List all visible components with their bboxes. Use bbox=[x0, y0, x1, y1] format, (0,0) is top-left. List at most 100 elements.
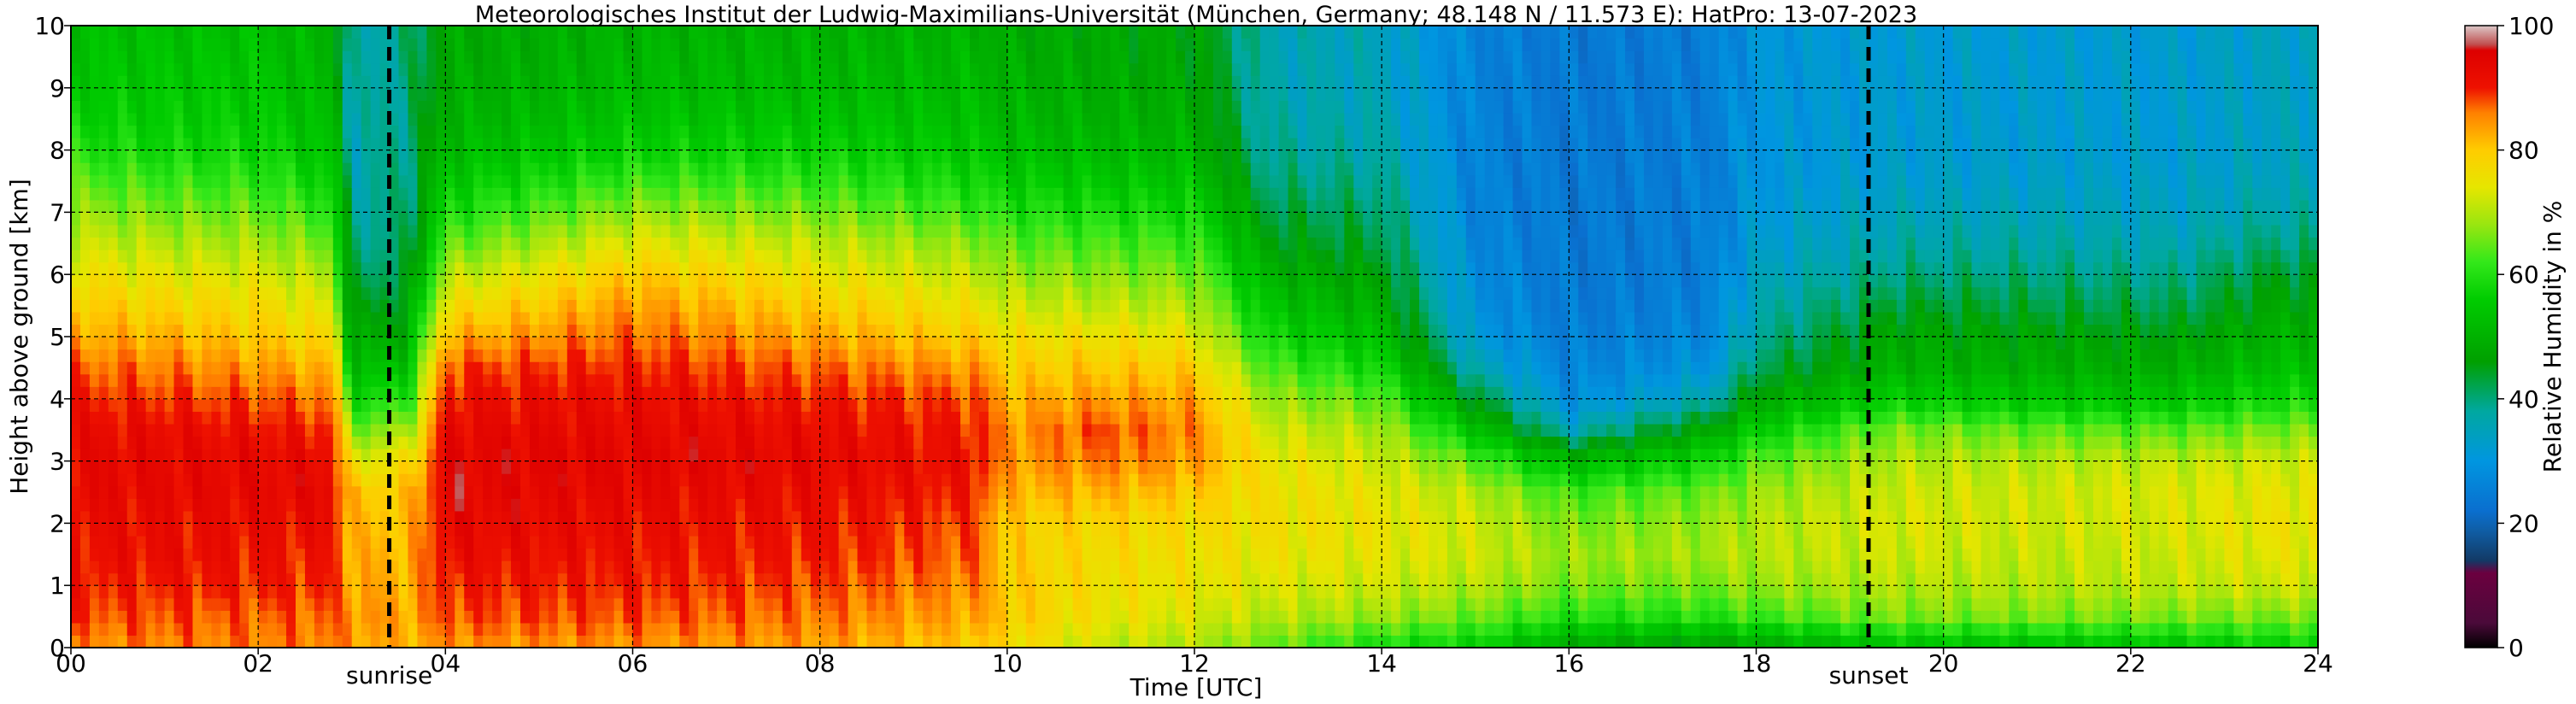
heatmap-cell bbox=[773, 150, 783, 163]
heatmap-cell bbox=[885, 473, 895, 486]
heatmap-cell bbox=[305, 411, 315, 424]
heatmap-cell bbox=[483, 113, 493, 126]
heatmap-cell bbox=[717, 125, 727, 138]
heatmap-cell bbox=[408, 100, 419, 113]
heatmap-cell bbox=[492, 299, 502, 312]
heatmap-cell bbox=[371, 486, 381, 499]
heatmap-cell bbox=[324, 436, 334, 449]
heatmap-cell bbox=[539, 150, 549, 163]
heatmap-cell bbox=[352, 187, 362, 200]
heatmap-cell bbox=[642, 424, 652, 437]
heatmap-cell bbox=[577, 424, 587, 437]
heatmap-cell bbox=[979, 324, 989, 337]
heatmap-cell bbox=[399, 523, 409, 536]
heatmap-cell bbox=[511, 225, 521, 238]
heatmap-cell bbox=[866, 324, 877, 337]
heatmap-cell bbox=[876, 585, 886, 598]
heatmap-cell bbox=[520, 598, 531, 611]
heatmap-cell bbox=[549, 162, 559, 175]
heatmap-cell bbox=[520, 312, 531, 325]
heatmap-cell bbox=[286, 312, 296, 325]
heatmap-cell bbox=[361, 486, 372, 499]
heatmap-cell bbox=[586, 249, 596, 262]
heatmap-cell bbox=[520, 635, 531, 648]
heatmap-cell bbox=[839, 560, 849, 573]
heatmap-cell bbox=[830, 324, 840, 337]
heatmap-cell bbox=[436, 175, 446, 188]
heatmap-cell bbox=[483, 523, 493, 536]
heatmap-cell bbox=[960, 337, 971, 349]
heatmap-cell bbox=[754, 26, 765, 38]
heatmap-cell bbox=[286, 187, 296, 200]
heatmap-cell bbox=[783, 511, 793, 524]
heatmap-cell bbox=[324, 411, 334, 424]
heatmap-cell bbox=[184, 75, 194, 88]
heatmap-cell bbox=[707, 424, 718, 437]
heatmap-cell bbox=[792, 361, 802, 374]
heatmap-cell bbox=[473, 138, 484, 150]
heatmap-cell bbox=[426, 610, 437, 623]
heatmap-cell bbox=[642, 238, 652, 250]
heatmap-cell bbox=[633, 536, 643, 549]
heatmap-cell bbox=[624, 411, 634, 424]
heatmap-cell bbox=[445, 573, 455, 586]
heatmap-cell bbox=[998, 312, 1008, 325]
heatmap-cell bbox=[783, 461, 793, 474]
heatmap-cell bbox=[539, 299, 549, 312]
heatmap-cell bbox=[286, 274, 296, 287]
heatmap-cell bbox=[989, 26, 999, 38]
heatmap-cell bbox=[127, 63, 138, 76]
heatmap-cell bbox=[109, 75, 119, 88]
heatmap-cell bbox=[258, 635, 268, 648]
heatmap-cell bbox=[932, 75, 942, 88]
heatmap-cell bbox=[118, 449, 128, 461]
heatmap-cell bbox=[483, 63, 493, 76]
heatmap-cell bbox=[839, 212, 849, 225]
heatmap-cell bbox=[839, 200, 849, 213]
heatmap-cell bbox=[71, 610, 81, 623]
heatmap-cell bbox=[296, 287, 306, 300]
heatmap-cell bbox=[736, 63, 746, 76]
heatmap-cell bbox=[109, 150, 119, 163]
heatmap-cell bbox=[324, 38, 334, 51]
heatmap-cell bbox=[492, 523, 502, 536]
heatmap-cell bbox=[801, 411, 812, 424]
heatmap-cell bbox=[624, 125, 634, 138]
heatmap-cell bbox=[286, 262, 296, 275]
heatmap-cell bbox=[118, 585, 128, 598]
heatmap-cell bbox=[754, 374, 765, 387]
heatmap-cell bbox=[511, 536, 521, 549]
heatmap-cell bbox=[192, 361, 202, 374]
heatmap-cell bbox=[895, 598, 905, 611]
heatmap-cell bbox=[707, 26, 718, 38]
heatmap-cell bbox=[904, 212, 914, 225]
heatmap-cell bbox=[520, 449, 531, 461]
heatmap-cell bbox=[333, 238, 343, 250]
heatmap-cell bbox=[80, 212, 91, 225]
heatmap-cell bbox=[707, 299, 718, 312]
heatmap-cell bbox=[71, 449, 81, 461]
heatmap-cell bbox=[586, 125, 596, 138]
heatmap-cell bbox=[773, 113, 783, 126]
heatmap-cell bbox=[707, 585, 718, 598]
heatmap-cell bbox=[492, 312, 502, 325]
heatmap-cell bbox=[783, 560, 793, 573]
heatmap-cell bbox=[904, 473, 914, 486]
heatmap-cell bbox=[811, 262, 821, 275]
heatmap-cell bbox=[473, 549, 484, 561]
heatmap-cell bbox=[455, 200, 465, 213]
heatmap-cell bbox=[773, 299, 783, 312]
heatmap-cell bbox=[717, 175, 727, 188]
heatmap-cell bbox=[830, 623, 840, 636]
heatmap-cell bbox=[399, 374, 409, 387]
heatmap-cell bbox=[689, 187, 699, 200]
heatmap-cell bbox=[137, 287, 147, 300]
heatmap-cell bbox=[361, 449, 372, 461]
heatmap-cell bbox=[979, 150, 989, 163]
heatmap-cell bbox=[520, 610, 531, 623]
heatmap-cell bbox=[577, 26, 587, 38]
heatmap-cell bbox=[605, 63, 615, 76]
heatmap-cell bbox=[913, 461, 924, 474]
heatmap-cell bbox=[361, 511, 372, 524]
heatmap-cell bbox=[586, 461, 596, 474]
